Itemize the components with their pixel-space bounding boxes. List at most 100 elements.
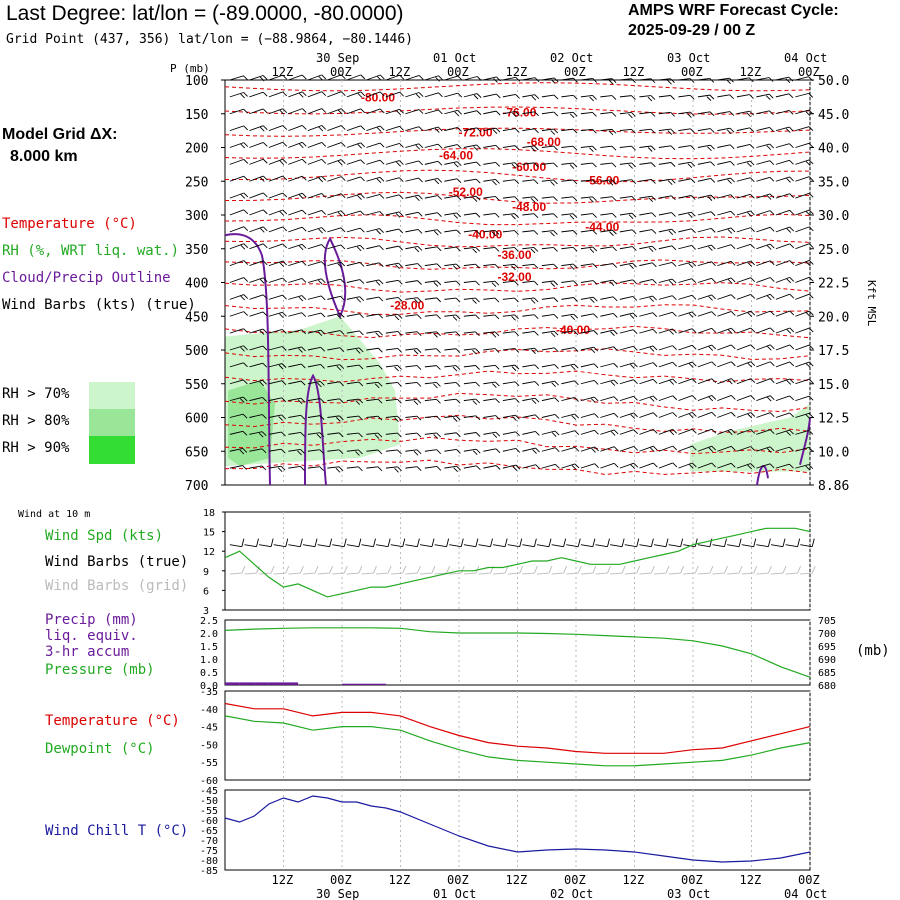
wind-barb xyxy=(424,263,442,269)
wind-barb xyxy=(697,361,717,368)
wind-barb xyxy=(541,179,558,186)
wind-barb xyxy=(561,162,578,169)
wind-barb xyxy=(385,398,402,404)
wind-barb xyxy=(463,161,481,167)
wind-barb xyxy=(463,246,480,254)
bottom-date-label: 04 Oct xyxy=(784,887,827,900)
wind-barb xyxy=(736,344,756,351)
wind-barb xyxy=(405,211,423,217)
wind-barb xyxy=(580,313,598,319)
grid-wind-barb xyxy=(302,565,319,575)
wind-barb xyxy=(795,293,814,300)
wind-barb xyxy=(346,313,364,319)
temperature-label: Temperature (°C) xyxy=(45,713,180,729)
wind-barb xyxy=(795,109,814,116)
wind-barb xyxy=(229,260,249,267)
wind-barb xyxy=(405,109,424,115)
dewpoint-label: Dewpoint (°C) xyxy=(45,741,155,757)
wind-barb xyxy=(736,463,755,470)
wind-barb xyxy=(327,227,346,233)
wind-barb xyxy=(366,381,383,389)
wind-barb xyxy=(541,94,559,100)
wind-barb xyxy=(249,91,268,98)
wind-barb xyxy=(385,245,404,251)
grid-wind-barb xyxy=(376,565,392,575)
precip-accum-label: 3-hr accum xyxy=(45,644,130,660)
grid-wind-barb xyxy=(610,565,626,575)
wind-barb xyxy=(561,145,578,151)
wind-barb xyxy=(775,310,795,317)
wind-barb xyxy=(795,176,814,182)
wind-barb xyxy=(424,143,443,149)
wind-barb xyxy=(619,162,636,169)
wind-barb xyxy=(327,449,344,455)
wind-barb xyxy=(502,280,519,286)
wind-barb xyxy=(756,143,775,150)
wind-barb xyxy=(756,463,775,469)
wind-barb xyxy=(580,196,597,203)
wind-barb xyxy=(424,212,442,217)
wind-barb xyxy=(346,279,365,284)
wind-barb xyxy=(658,395,678,402)
wind-barb xyxy=(678,228,696,234)
wind-barb xyxy=(268,397,287,403)
wind-barb xyxy=(424,449,442,455)
wind-barb xyxy=(580,429,599,435)
surface-wind-barb xyxy=(756,538,771,548)
kft-tick-label: 50.0 xyxy=(818,74,849,89)
wind-barb xyxy=(795,226,814,233)
wind-barb xyxy=(717,395,736,402)
wind-barb xyxy=(639,245,657,252)
wind-barb xyxy=(307,466,324,471)
wind-barb xyxy=(522,347,539,354)
wind-barb xyxy=(502,162,520,169)
wind-barb xyxy=(502,230,519,235)
wind-barb xyxy=(249,414,267,419)
wind-barb xyxy=(307,227,326,234)
wind-barb xyxy=(541,263,558,269)
wind-barb xyxy=(541,314,559,319)
wind-barb xyxy=(756,176,775,182)
wind-barb xyxy=(385,381,402,387)
wind-barb xyxy=(522,364,540,370)
wind-chill-tick-label: -85 xyxy=(200,866,218,877)
bottom-date-label: 01 Oct xyxy=(433,887,476,900)
wind-barb xyxy=(561,347,579,352)
wind-barb xyxy=(346,381,364,387)
wind-barb xyxy=(561,430,580,435)
wind-barb xyxy=(502,314,519,321)
wind-barb xyxy=(229,379,248,385)
wind-barb xyxy=(658,228,677,235)
wind-barb xyxy=(678,161,696,169)
wind-barb xyxy=(385,211,404,218)
wind-barb xyxy=(366,228,384,235)
wind-barb xyxy=(229,328,248,334)
wind-barb xyxy=(736,144,755,149)
model-grid-value: 8.000 km xyxy=(10,148,78,165)
legend-temperature: Temperature (°C) xyxy=(2,216,137,232)
wind-barb xyxy=(483,144,501,150)
wind-barb xyxy=(444,75,463,81)
precip-bar xyxy=(342,683,357,685)
wind-barb xyxy=(795,310,814,317)
wind-barb xyxy=(658,328,677,335)
wind-barb xyxy=(444,178,462,184)
wind-chill-tick-label: -80 xyxy=(200,856,218,867)
wind-barb xyxy=(580,128,597,134)
wind-barb xyxy=(619,179,637,185)
wind-barb xyxy=(678,395,697,402)
precip-liq-label: liq. equiv. xyxy=(45,628,138,644)
bottom-time-tick-label: 12Z xyxy=(740,873,762,887)
wind-barb xyxy=(522,77,540,82)
wind-barb xyxy=(405,415,422,421)
wind-barb xyxy=(405,177,423,183)
wind-barb xyxy=(580,95,597,102)
wind-barb xyxy=(541,111,559,117)
wind-barb xyxy=(307,175,327,183)
grid-wind-barb xyxy=(405,565,421,575)
wind-barb xyxy=(580,145,597,153)
wind-barb xyxy=(639,462,658,469)
wind-barb xyxy=(463,297,480,304)
wind-barb xyxy=(502,128,520,133)
temperature-contour xyxy=(224,392,811,413)
